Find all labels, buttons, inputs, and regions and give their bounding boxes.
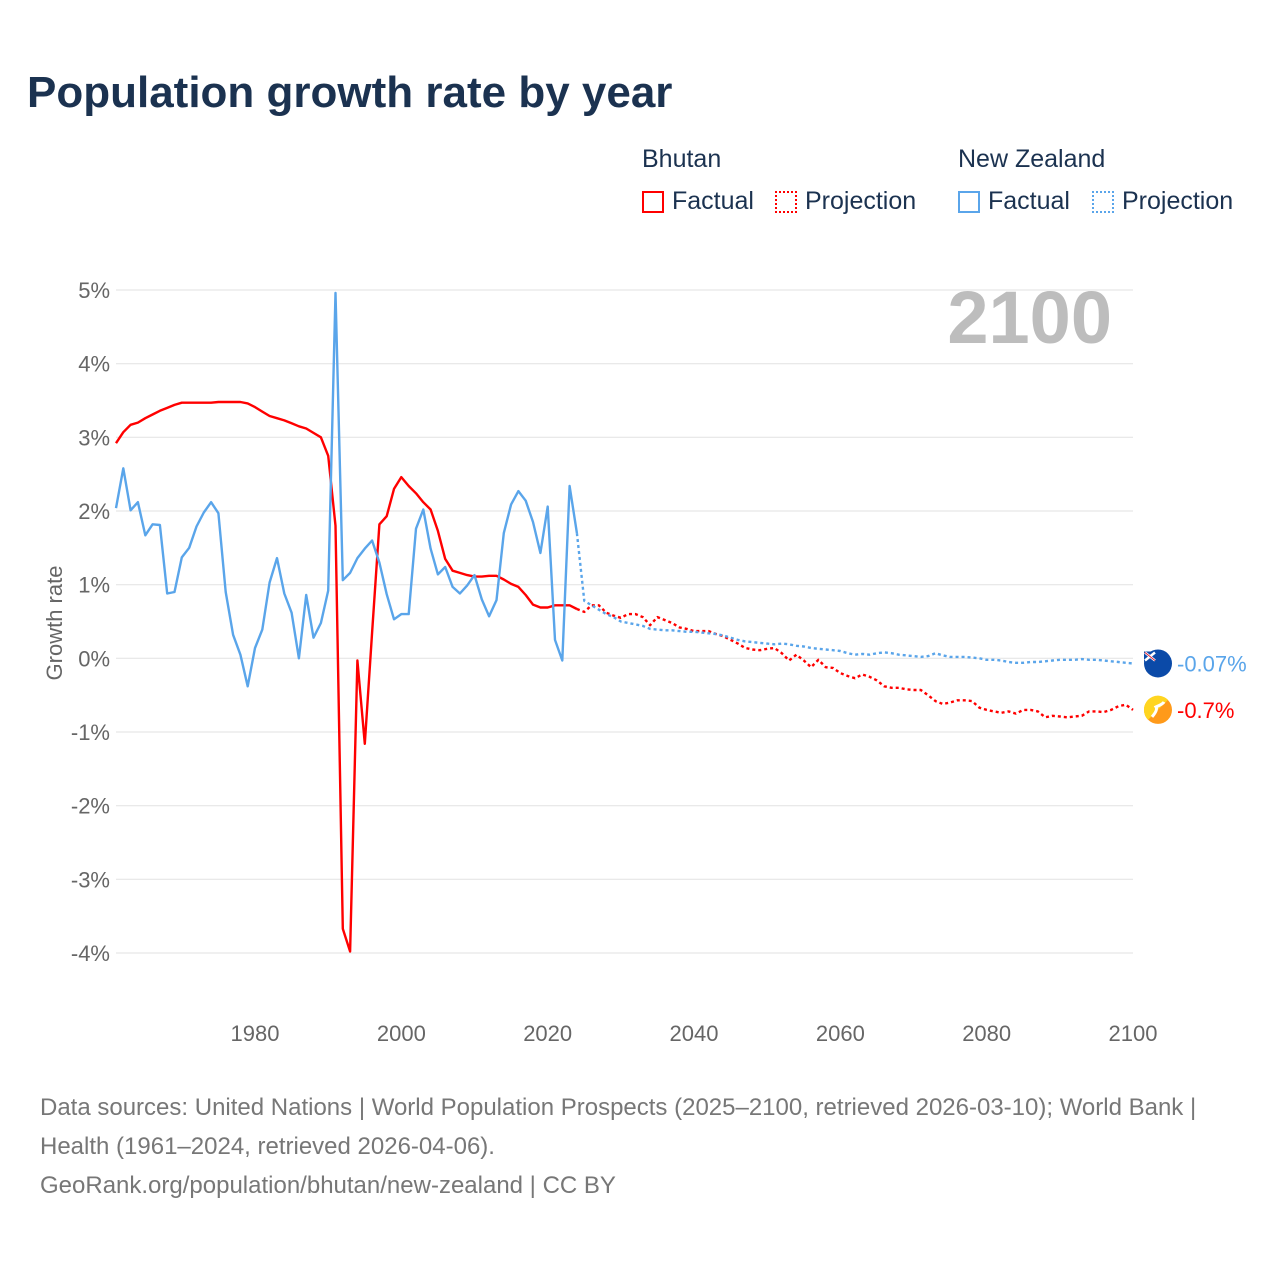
source-link[interactable]: GeoRank.org/population/bhutan/new-zealan… [40,1172,616,1199]
legend-label: Projection [1122,187,1234,215]
x-tick-label: 2020 [523,1021,572,1046]
flag-dragon [1150,701,1166,718]
legend-swatch-solid [958,190,980,213]
end-value-label: -0.07% [1177,651,1247,676]
y-tick-label: -1% [71,720,110,745]
legend-nz-projection[interactable]: Projection [1092,187,1233,216]
x-tick-label: 2100 [1109,1021,1158,1046]
legend-nz-factual[interactable]: Factual [958,187,1070,216]
end-marker-new-zealand: -0.07% [1144,649,1247,678]
legend-label: Factual [988,187,1070,215]
x-tick-label: 2040 [670,1021,719,1046]
x-tick-label: 2080 [962,1021,1011,1046]
chart-title: Population growth rate by year [27,68,673,117]
legend-swatch-dotted [775,190,797,213]
legend-swatch-solid [642,190,664,213]
series-line-bhutan-projection[interactable] [576,604,1134,719]
legend-group-bhutan: Bhutan [642,145,722,173]
legend-label: Projection [805,187,917,215]
y-tick-label: 5% [78,278,110,303]
footer: Data sources: United Nations | World Pop… [40,1088,1240,1205]
current-year-label: 2100 [947,276,1112,359]
y-tick-label: 3% [78,425,110,450]
x-tick-label: 2060 [816,1021,865,1046]
legend-label: Factual [672,187,754,215]
legend-group-new-zealand: New Zealand [958,145,1106,173]
legend-swatch-dotted [1092,190,1114,213]
legend-bhutan-projection[interactable]: Projection [775,187,916,216]
series-line-bhutan-factual[interactable] [115,400,578,953]
series-line-new-zealand-factual[interactable] [114,291,579,688]
y-tick-label: 4% [78,352,110,377]
x-tick-label: 1980 [231,1021,280,1046]
y-tick-label: -4% [71,941,110,966]
x-tick-label: 2000 [377,1021,426,1046]
end-value-label: -0.7% [1177,698,1234,723]
y-tick-label: -2% [71,794,110,819]
y-tick-label: 1% [78,573,110,598]
legend-bhutan-factual[interactable]: Factual [642,187,754,216]
y-tick-label: 2% [78,499,110,524]
series-line-new-zealand-projection[interactable] [575,532,1134,665]
y-tick-label: -3% [71,867,110,892]
y-tick-label: 0% [78,646,110,671]
flag-cross-red [1144,652,1156,661]
end-marker-bhutan: -0.7% [1143,695,1234,724]
data-sources: Data sources: United Nations | World Pop… [40,1094,1197,1160]
